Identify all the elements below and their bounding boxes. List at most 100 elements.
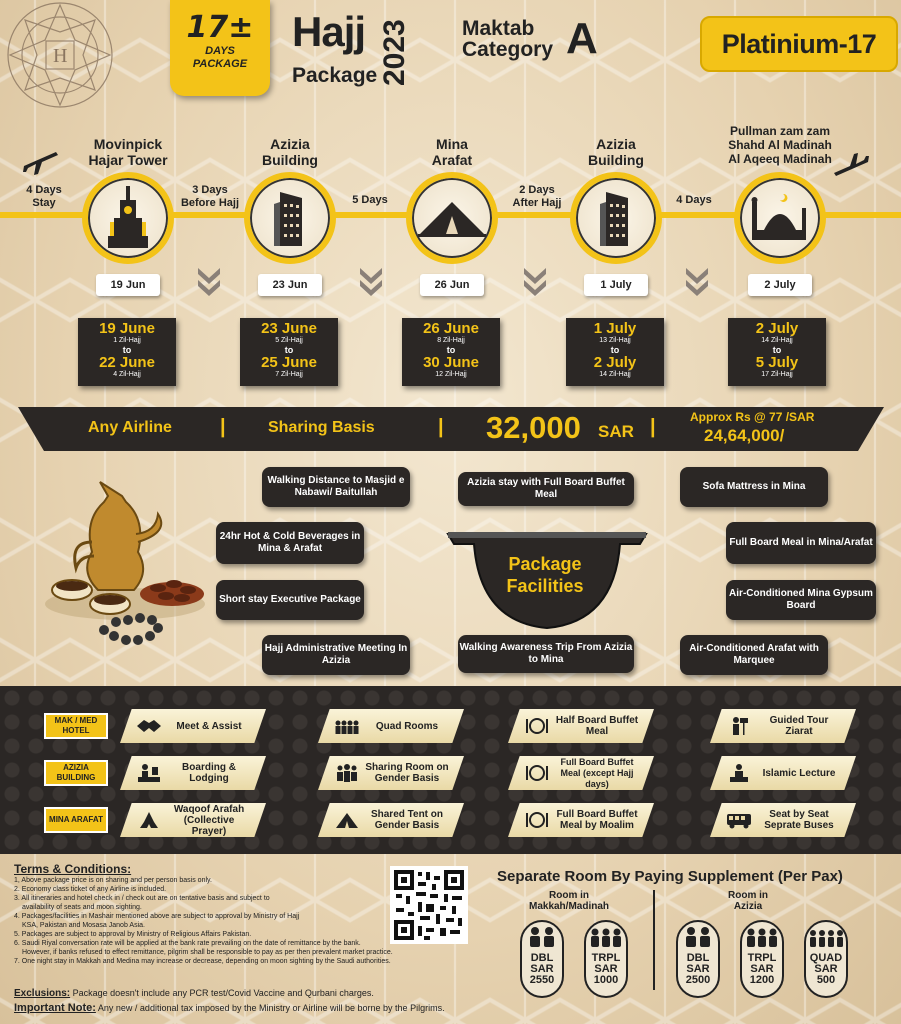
- room-option-dbl-makkah: DBL SAR 2550: [520, 920, 564, 998]
- airplane-arrive-icon: [834, 153, 869, 176]
- connector-5-label: 4 Days: [676, 194, 712, 206]
- supplement-heading: Separate Room By Paying Supplement (Per …: [497, 868, 843, 885]
- service-item: Shared Tent on Gender Basis: [318, 803, 464, 837]
- stop-1-date: 19 Jun: [96, 274, 160, 296]
- facilities-title: Package Facilities: [506, 554, 584, 596]
- stop-2-circle: [244, 172, 336, 264]
- terms-and-conditions: Terms & Conditions: 1, Above package pri…: [14, 862, 500, 966]
- reception-icon: [138, 764, 160, 782]
- terms-item: 1, Above package price is on sharing and…: [14, 877, 212, 884]
- days-label: DAYS: [205, 45, 235, 57]
- room-option-dbl-azizia: DBL SAR 2500: [676, 920, 720, 998]
- facility-item: 24hr Hot & Cold Beverages in Mina & Araf…: [216, 522, 364, 564]
- two-people-icon: [530, 927, 554, 947]
- three-people-icon: [591, 928, 621, 947]
- package-label: PACKAGE: [192, 58, 248, 70]
- facility-item: Air-Conditioned Mina Gypsum Board: [726, 580, 876, 620]
- guide-icon: [733, 717, 748, 735]
- qr-code-icon[interactable]: [390, 866, 468, 944]
- airplane-depart-icon: [23, 152, 58, 175]
- approx-rate: Approx Rs @ 77 /SAR: [690, 410, 815, 424]
- plate-icon: [526, 718, 548, 734]
- service-item: Full Board Buffet Meal (except Hajj days…: [508, 756, 654, 790]
- terms-heading: Terms & Conditions:: [14, 862, 132, 876]
- bus-icon: [727, 814, 751, 829]
- terms-item: However, if banks refused to effect remi…: [22, 949, 393, 956]
- terms-item: 6. Saudi Riyal conversation rate will be…: [14, 940, 361, 947]
- days-number: 17: [186, 10, 229, 45]
- service-item: Waqoof Arafah (Collective Prayer): [120, 803, 266, 837]
- stop-1-date-range: 19 June 1 Zil-Hajj to 22 June 4 Zil-Hajj: [78, 318, 176, 386]
- price-band: [18, 407, 884, 451]
- four-people-icon: [335, 720, 359, 734]
- price-currency: SAR: [598, 422, 634, 441]
- facility-item: Short stay Executive Package: [216, 580, 364, 620]
- stop-4-name: Azizia Building: [588, 136, 644, 168]
- connector-4-label: 2 Days After Hajj: [512, 184, 562, 209]
- maktab-line2: Category: [462, 38, 554, 61]
- stop-2-name: Azizia Building: [262, 136, 318, 168]
- chevron-down-icon: [198, 268, 220, 296]
- four-people-icon: [810, 930, 843, 947]
- row-badge-azizia: AZIZIA BUILDING: [44, 760, 108, 786]
- band-separator: |: [650, 416, 656, 438]
- service-item: Full Board Buffet Meal by Moalim: [508, 803, 654, 837]
- row-badge-hotel: MAK / MED HOTEL: [44, 713, 108, 739]
- terms-item: 5. Packages are subject to approval by M…: [14, 931, 252, 938]
- room-group-makkah-title: Room in Makkah/Madinah: [528, 890, 610, 912]
- handshake-icon: [137, 720, 161, 732]
- svg-text:H: H: [53, 45, 67, 67]
- tent-icon: [418, 202, 486, 237]
- maktab-label: Maktab Category: [462, 18, 553, 60]
- terms-item: 2. Economy class ticket of any Airline i…: [14, 886, 167, 893]
- clock-tower-icon: [108, 186, 148, 248]
- mosque-icon: [751, 193, 806, 240]
- chevron-down-icon: [524, 268, 546, 296]
- stop-3-name: Mina Arafat: [431, 136, 473, 168]
- qr-code-image: [394, 870, 464, 940]
- price-pkr: 24,64,000/: [704, 426, 785, 445]
- stop-3-circle: [406, 172, 498, 264]
- stop-5-date-range: 2 July 14 Zil-Hajj to 5 July 17 Zil-Hajj: [728, 318, 826, 386]
- facility-item: Hajj Administrative Meeting In Azizia: [262, 635, 410, 675]
- building-icon: [274, 192, 302, 246]
- facilities-bowl: [446, 532, 648, 630]
- service-item: Islamic Lecture: [710, 756, 856, 790]
- room-option-trpl-makkah: TRPL SAR 1000: [584, 920, 628, 998]
- facility-item: Full Board Meal in Mina/Arafat: [726, 522, 876, 564]
- praying-hands-icon: [140, 812, 158, 828]
- band-separator: |: [438, 416, 444, 438]
- stop-2-date-range: 23 June 5 Zil-Hajj to 25 June 7 Zil-Hajj: [240, 318, 338, 386]
- building-icon: [600, 192, 628, 246]
- stop-3-date-range: 26 June 8 Zil-Hajj to 30 June 12 Zil-Haj…: [402, 318, 500, 386]
- service-item: Quad Rooms: [318, 709, 464, 743]
- stop-4-date: 1 July: [584, 274, 648, 296]
- facility-item: Sofa Mattress in Mina: [680, 467, 828, 507]
- facility-item: Azizia stay with Full Board Buffet Meal: [458, 472, 634, 506]
- arabic-coffee-icon: [45, 481, 205, 645]
- page-subtitle: Package: [292, 64, 378, 87]
- stop-5-date: 2 July: [748, 274, 812, 296]
- room-option-quad-azizia: QUAD SAR 500: [804, 920, 848, 998]
- terms-item: 4. Packages/facilities in Mashair mentio…: [14, 913, 300, 920]
- connector-3-label: 5 Days: [352, 194, 388, 206]
- stop-4-circle: [570, 172, 662, 264]
- supplement-divider: [653, 890, 655, 990]
- stop-2-date: 23 Jun: [258, 274, 322, 296]
- service-item: Meet & Assist: [120, 709, 266, 743]
- connector-2-label: 3 Days Before Hajj: [180, 184, 240, 209]
- lecture-icon: [730, 764, 748, 782]
- two-people-icon: [686, 927, 710, 947]
- stop-5-name: Pullman zam zam Shahd Al Madinah Al Aqee…: [728, 124, 832, 166]
- maktab-line1: Maktab: [462, 17, 535, 40]
- days-plusminus: ±: [228, 10, 254, 45]
- package-price: 32,000: [486, 410, 581, 445]
- room-option-trpl-azizia: TRPL SAR 1200: [740, 920, 784, 998]
- chevron-down-icon: [686, 268, 708, 296]
- terms-item: availability of seats and moon sighting.: [22, 904, 142, 911]
- plate-icon: [526, 812, 548, 828]
- exclusions-note: Exclusions: Package doesn't include any …: [14, 988, 374, 999]
- plate-icon: [526, 765, 548, 781]
- facility-item: Walking Distance to Masjid e Nabawi/ Bai…: [262, 467, 410, 507]
- facility-item: Walking Awareness Trip From Azizia to Mi…: [458, 635, 634, 673]
